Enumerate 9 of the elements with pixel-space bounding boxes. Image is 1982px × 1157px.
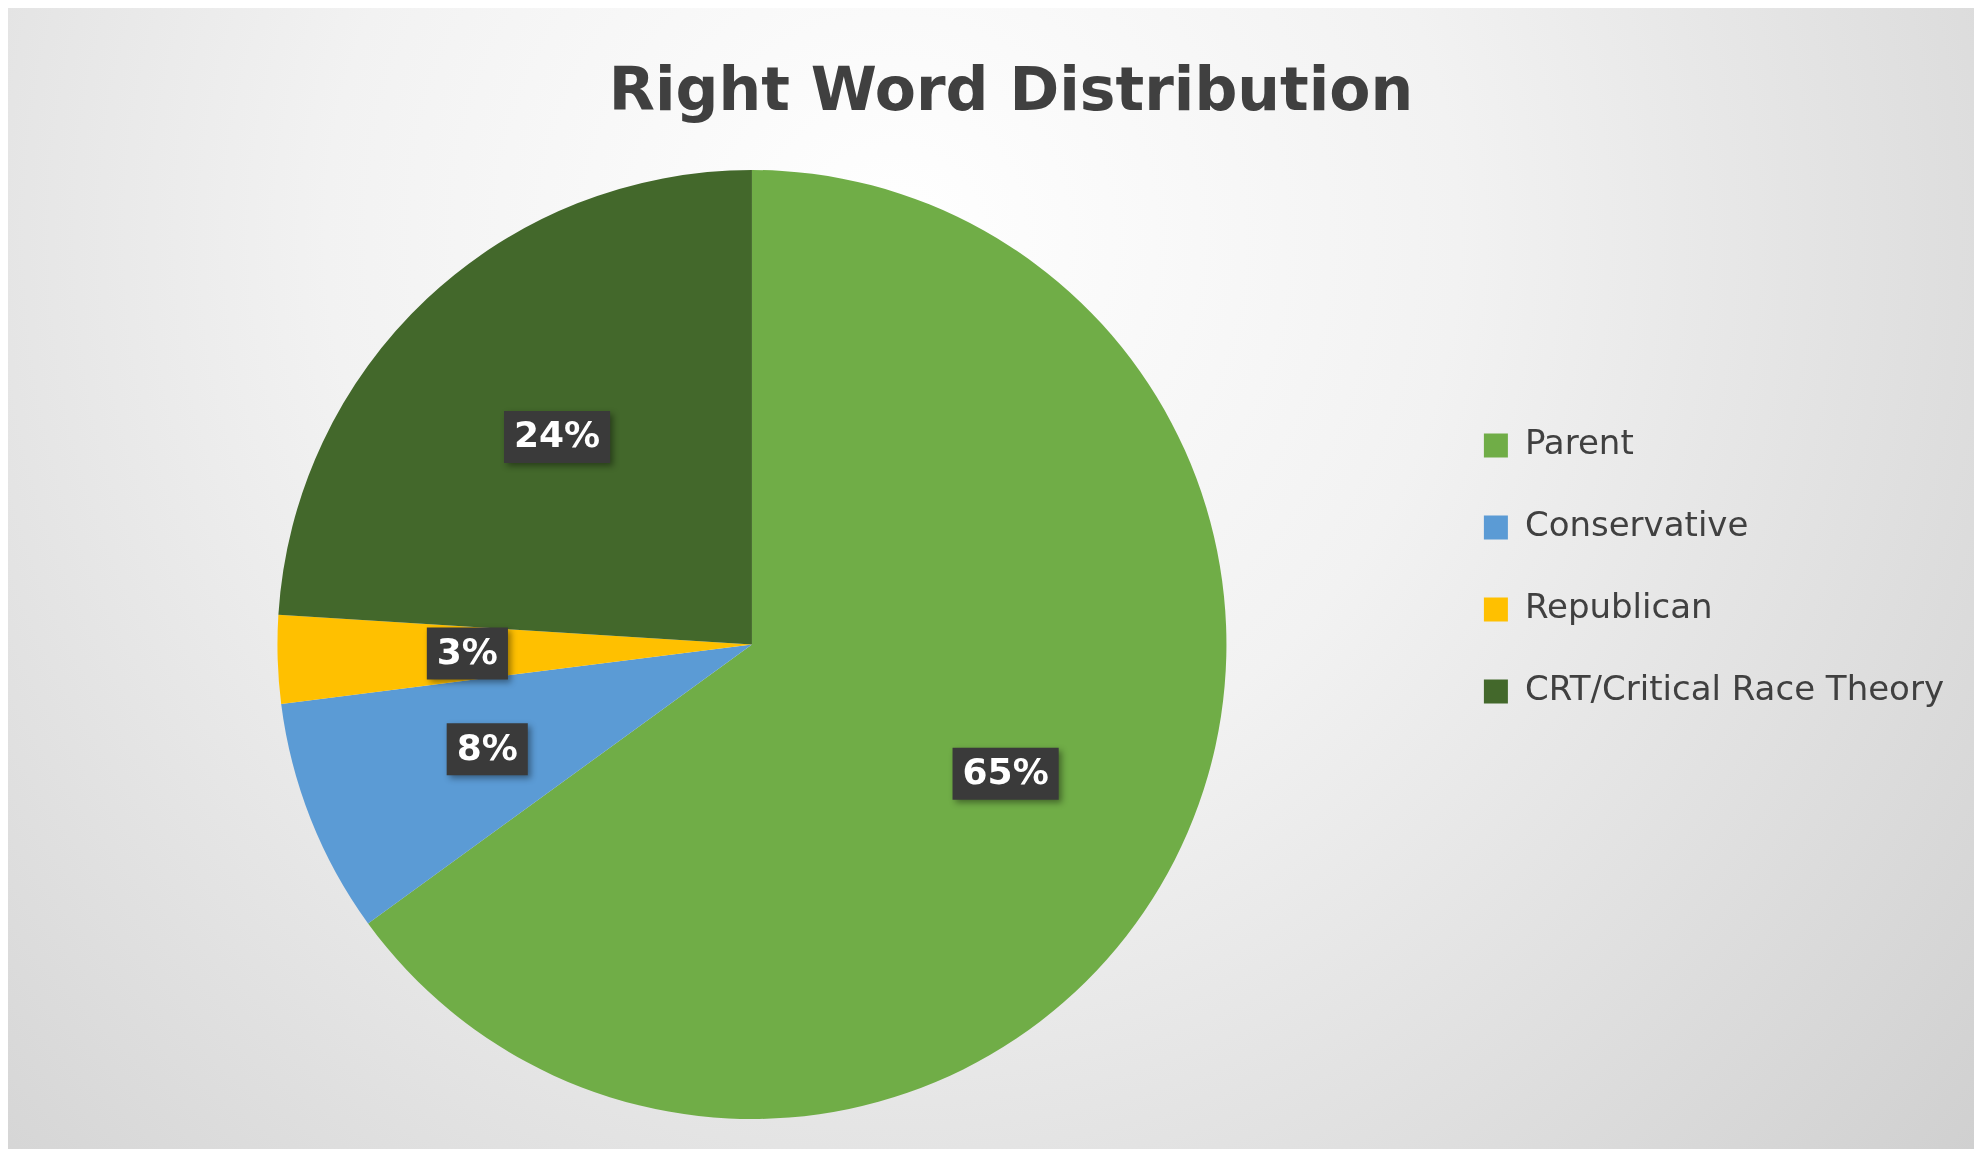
- data-label: 65%: [962, 751, 1049, 793]
- legend-label: Parent: [1524, 422, 1634, 463]
- data-label: 3%: [436, 630, 498, 672]
- data-label: 24%: [513, 414, 601, 456]
- data-label: 8%: [456, 726, 518, 768]
- legend-label: CRT/Critical Race Theory: [1524, 668, 1944, 709]
- legend-label: Republican: [1524, 586, 1713, 627]
- chart-title: Right Word Distribution: [608, 53, 1414, 124]
- legend-label: Conservative: [1524, 504, 1749, 545]
